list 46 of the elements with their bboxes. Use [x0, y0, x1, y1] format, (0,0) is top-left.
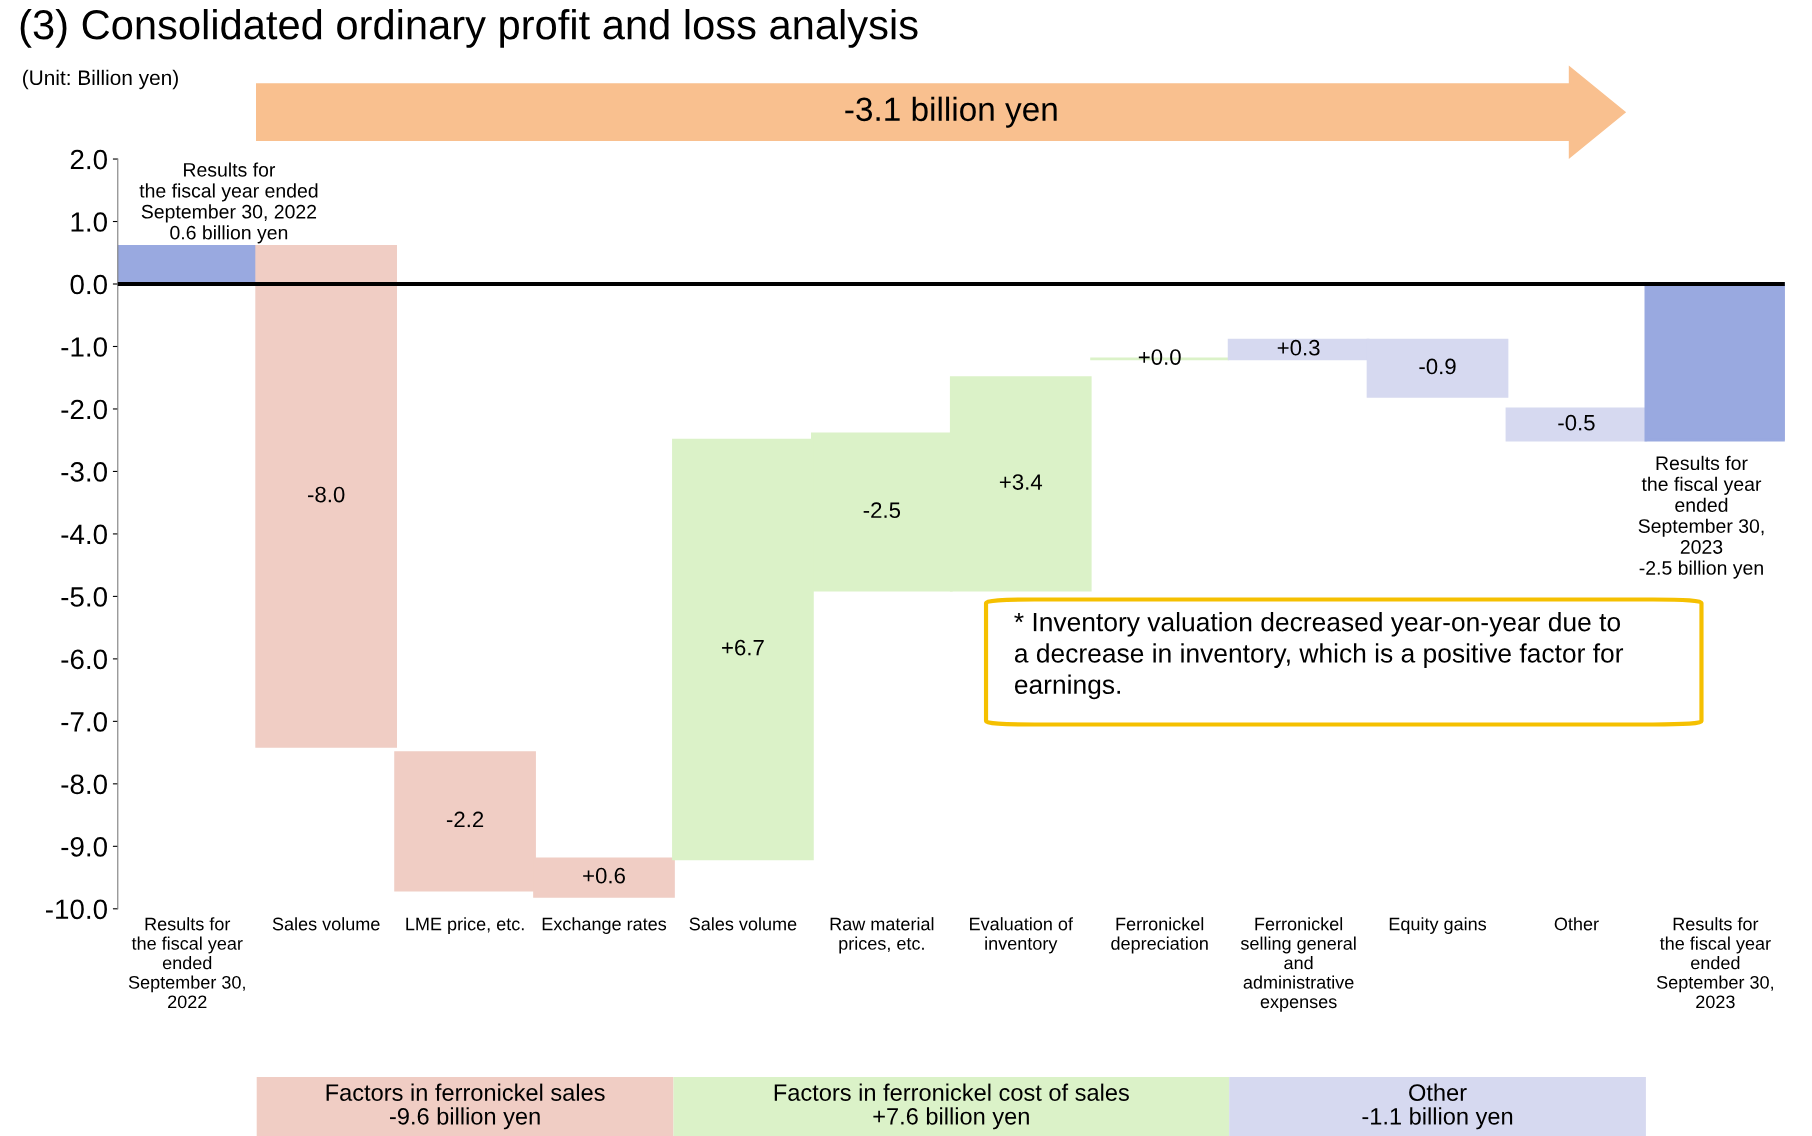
y-tick-label: -7.0 — [61, 712, 107, 732]
data-label: -8.0 — [308, 486, 345, 503]
y-tick-label: 2.0 — [70, 149, 107, 170]
x-tick-label: Evaluation of inventory — [970, 917, 1073, 954]
y-tick-label: -8.0 — [61, 774, 107, 795]
y-tick-label: -3.0 — [61, 462, 107, 482]
bar — [1505, 407, 1648, 442]
x-tick-label: Results for the fiscal year ended September 30, 2023 — [1656, 917, 1773, 1009]
y-tick-label: -1.0 — [61, 337, 107, 357]
annotation: * Inventory valuation decreased year-on-year due to a decrease in inventory, which is a positive factor for earnings. — [1014, 612, 1624, 700]
y-tick-label: -10.0 — [45, 899, 107, 920]
y-tick-label: -5.0 — [61, 587, 107, 607]
data-label: +0.0 — [1138, 349, 1181, 365]
x-tick-label: Sales volume — [689, 917, 797, 931]
x-tick-label: Ferronickel depreciation — [1111, 917, 1208, 954]
x-tick-label: Raw material prices, etc. — [830, 917, 934, 954]
data-label: -2.2 — [446, 811, 484, 828]
y-tick-label: -4.0 — [61, 524, 107, 545]
text: Factors in ferronickel cost of sales +7.6 billion yen — [774, 1083, 1129, 1130]
data-label: -0.9 — [1419, 358, 1456, 375]
text: -3.1 billion yen — [845, 96, 1057, 128]
x-tick-label: Results for the fiscal year ended September 30, 2022 — [128, 917, 245, 1009]
x-tick-label: Ferronickel selling general and administrative expenses — [1240, 917, 1356, 1012]
data-label: +6.7 — [722, 639, 764, 656]
text: Other -1.1 billion yen — [1362, 1083, 1513, 1130]
y-axis-title: (Unit: Billion yen) — [23, 69, 178, 90]
x-tick-label: Sales volume — [272, 917, 380, 931]
text: Factors in ferronickel sales -9.6 billion yen — [326, 1083, 605, 1130]
y-tick-label: -2.0 — [61, 399, 107, 420]
data-label: +0.3 — [1277, 339, 1320, 356]
y-tick-label: -6.0 — [61, 649, 107, 670]
chart-title: (3) Consolidated ordinary profit and loss analysis — [20, 8, 918, 48]
data-label: -0.5 — [1558, 414, 1595, 431]
y-tick-label: -9.0 — [61, 836, 107, 857]
y-tick-label: 0.0 — [70, 274, 107, 295]
data-label: +3.4 — [999, 474, 1043, 490]
data-label: -2.5 — [863, 502, 901, 519]
x-tick-label: Other — [1554, 917, 1599, 931]
x-tick-label: LME price, etc. — [406, 917, 524, 934]
data-label: Results for the fiscal year ended September 30, 2022 0.6 billion yen — [139, 162, 318, 244]
y-tick-label: 1.0 — [71, 212, 107, 232]
x-tick-label: Equity gains — [1389, 917, 1487, 934]
bar — [255, 245, 398, 748]
x-tick-label: Exchange rates — [542, 917, 667, 934]
data-label: +0.6 — [583, 867, 625, 884]
data-label: Results for the fiscal year ended September 30, 2023 -2.5 billion yen — [1638, 455, 1764, 579]
